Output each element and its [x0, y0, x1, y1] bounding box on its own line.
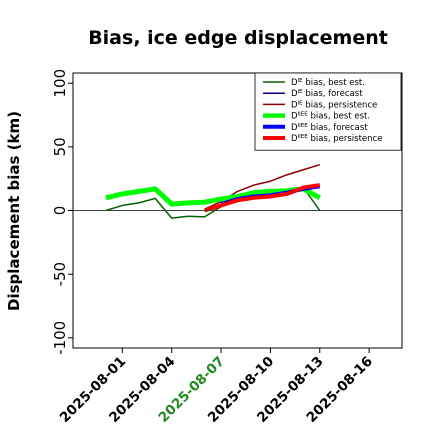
x-ticks: 2025-08-012025-08-042025-08-072025-08-10…	[57, 348, 376, 426]
legend-label-1: DIE bias, best est.	[291, 78, 365, 88]
series-line-6	[204, 183, 321, 213]
legend-label-5: DIIEE bias, forecast	[291, 123, 368, 133]
legend-label-2: DIE bias, forecast	[291, 89, 363, 99]
legend-items: DIE bias, best est.DIE bias, forecastDIE…	[263, 78, 382, 144]
legend: DIE bias, best est.DIE bias, forecastDIE…	[254, 72, 402, 151]
y-tick-label: 0	[51, 206, 69, 216]
y-tick-label: 100	[51, 69, 69, 98]
y-axis-label: Displacement bias (km)	[5, 111, 23, 311]
chart-title: Bias, ice edge displacement	[88, 27, 388, 49]
y-ticks: -100 -50 0 50 100	[51, 69, 73, 355]
y-tick-label: -50	[51, 262, 69, 287]
legend-label-4: DIIEE bias, best est.	[291, 112, 370, 122]
y-tick-label: -100	[51, 321, 69, 355]
y-tick-label: 50	[51, 137, 69, 156]
legend-label-3: DIE bias, persistence	[291, 100, 377, 110]
series-line-4	[105, 186, 321, 207]
plot-area	[105, 163, 321, 219]
legend-label-6: DIIEE bias, persistence	[291, 134, 382, 144]
series-layer	[105, 163, 321, 219]
